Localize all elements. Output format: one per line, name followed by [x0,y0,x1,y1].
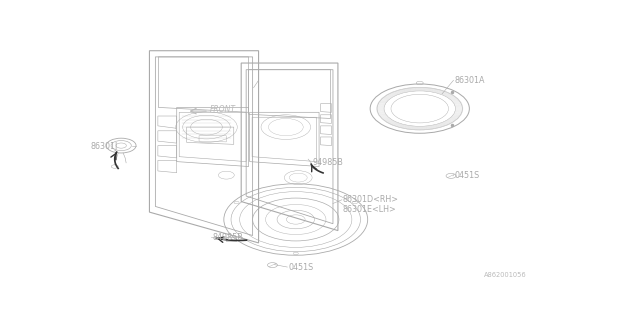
Text: A862001056: A862001056 [484,272,527,278]
Text: 0451S: 0451S [454,171,480,180]
Text: FRONT: FRONT [210,105,236,114]
Text: 0451S: 0451S [288,262,314,272]
Text: 86301A: 86301A [454,76,485,85]
Text: 86301D<RH>: 86301D<RH> [343,195,399,204]
Text: 84985B: 84985B [212,233,243,242]
Text: 94985B: 94985B [312,158,343,167]
Text: 86301J: 86301J [91,141,118,151]
Text: 86301E<LH>: 86301E<LH> [343,205,397,214]
